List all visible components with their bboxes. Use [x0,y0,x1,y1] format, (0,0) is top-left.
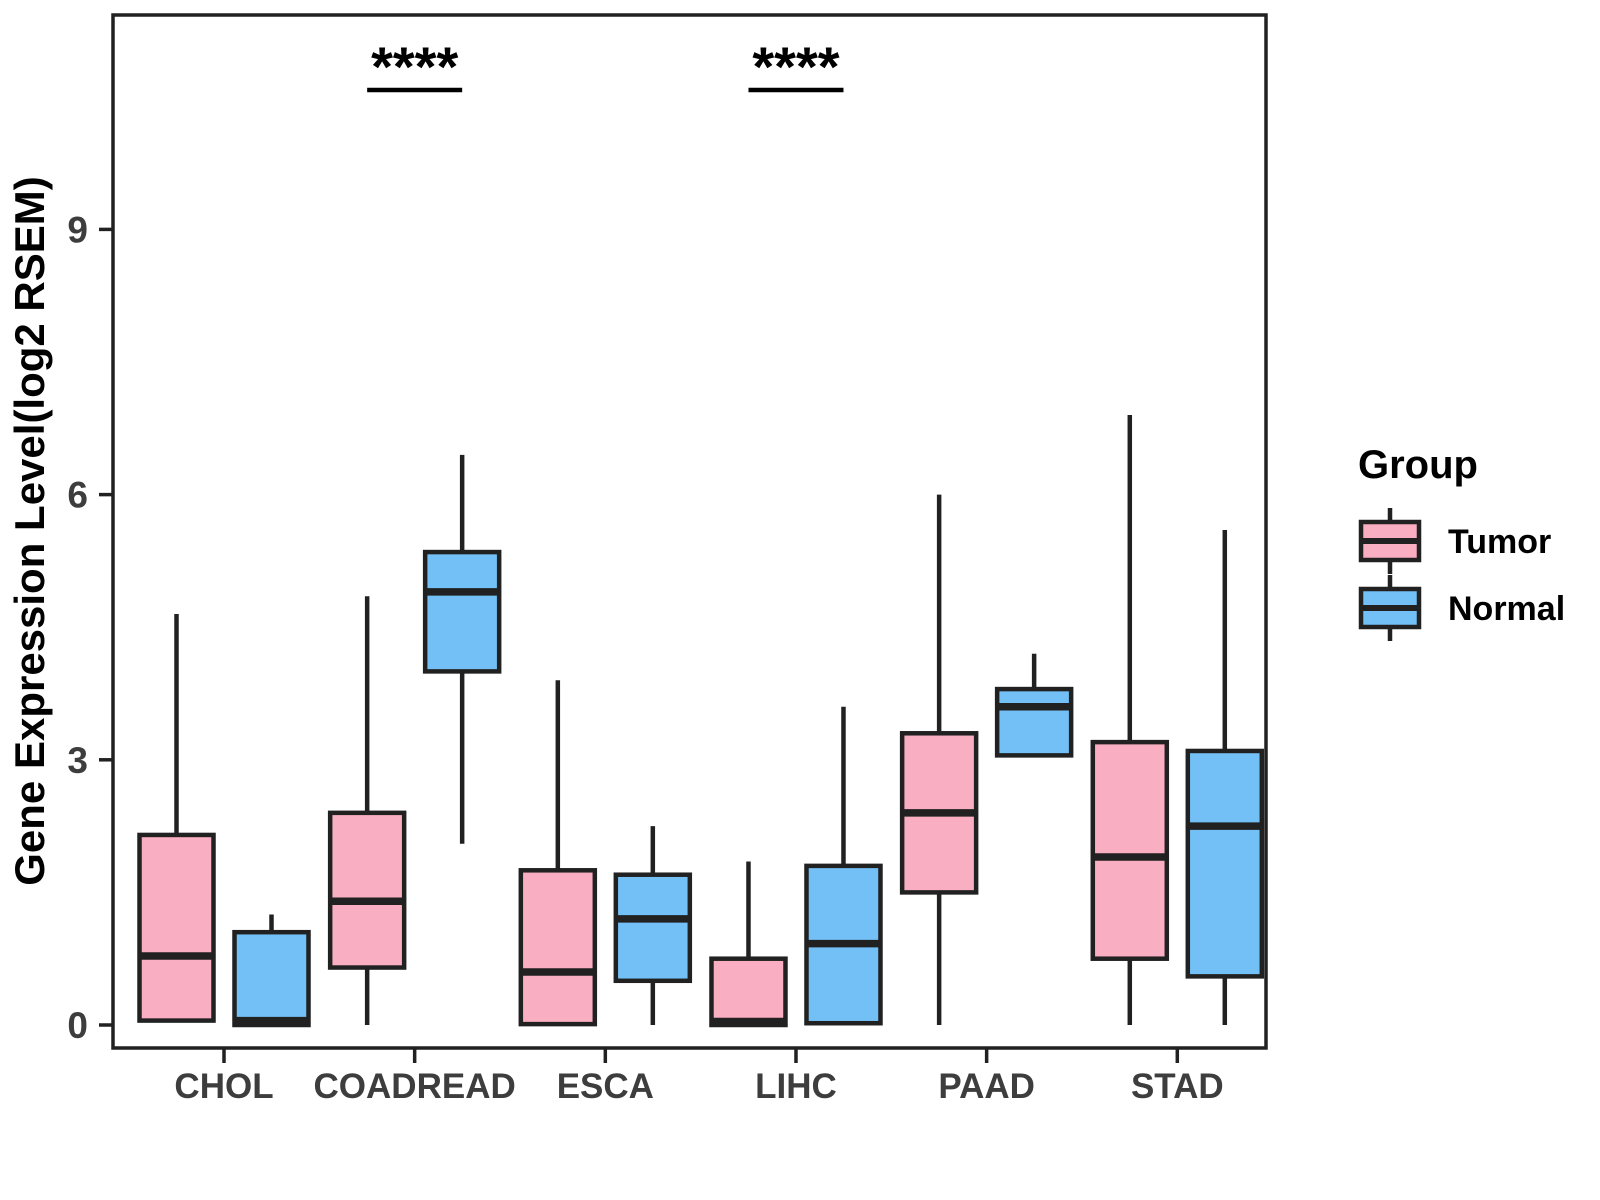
box-normal-ESCA [613,872,693,984]
significance-stars-COADREAD: **** [371,35,458,98]
legend-label-normal: Normal [1448,590,1565,628]
boxes-layer [137,415,1265,1028]
legend: Group Tumor Normal [1358,443,1565,641]
y-tick-label-3: 3 [67,740,88,781]
significance-layer: **** **** [367,35,844,98]
box-tumor-ESCA [518,868,598,1027]
box-tumor-STAD [1090,739,1170,961]
x-tick-label-LIHC: LIHC [755,1067,837,1106]
x-tick-label-PAAD: PAAD [938,1067,1035,1106]
box-normal-CHOL [232,929,311,1028]
x-tick-label-STAD: STAD [1131,1067,1224,1106]
box-normal-STAD [1185,748,1265,979]
x-tick-label-CHOL: CHOL [174,1067,273,1106]
x-tick-label-COADREAD: COADREAD [314,1067,516,1106]
y-tick-label-9: 9 [67,209,88,250]
box-normal-COADREAD [422,549,502,674]
box-normal-PAAD [994,686,1074,758]
y-tick-label-0: 0 [67,1005,88,1046]
panel-border [111,13,1268,1050]
significance-stars-LIHC: **** [752,35,839,98]
box-tumor-LIHC [709,956,788,1028]
box-tumor-CHOL [137,832,216,1023]
legend-keys: Tumor Normal [1358,508,1565,641]
axes-layer: 0 3 6 9 CHOL COADREAD ESCA LIHC PAAD STAD [67,209,1223,1106]
legend-label-tumor: Tumor [1448,523,1551,561]
y-axis-title: Gene Expression Level(log2 RSEM) [6,176,53,886]
x-tick-label-ESCA: ESCA [557,1067,654,1106]
box-tumor-COADREAD [327,810,407,970]
y-tick-label-6: 6 [67,475,88,516]
legend-title: Group [1358,443,1478,487]
